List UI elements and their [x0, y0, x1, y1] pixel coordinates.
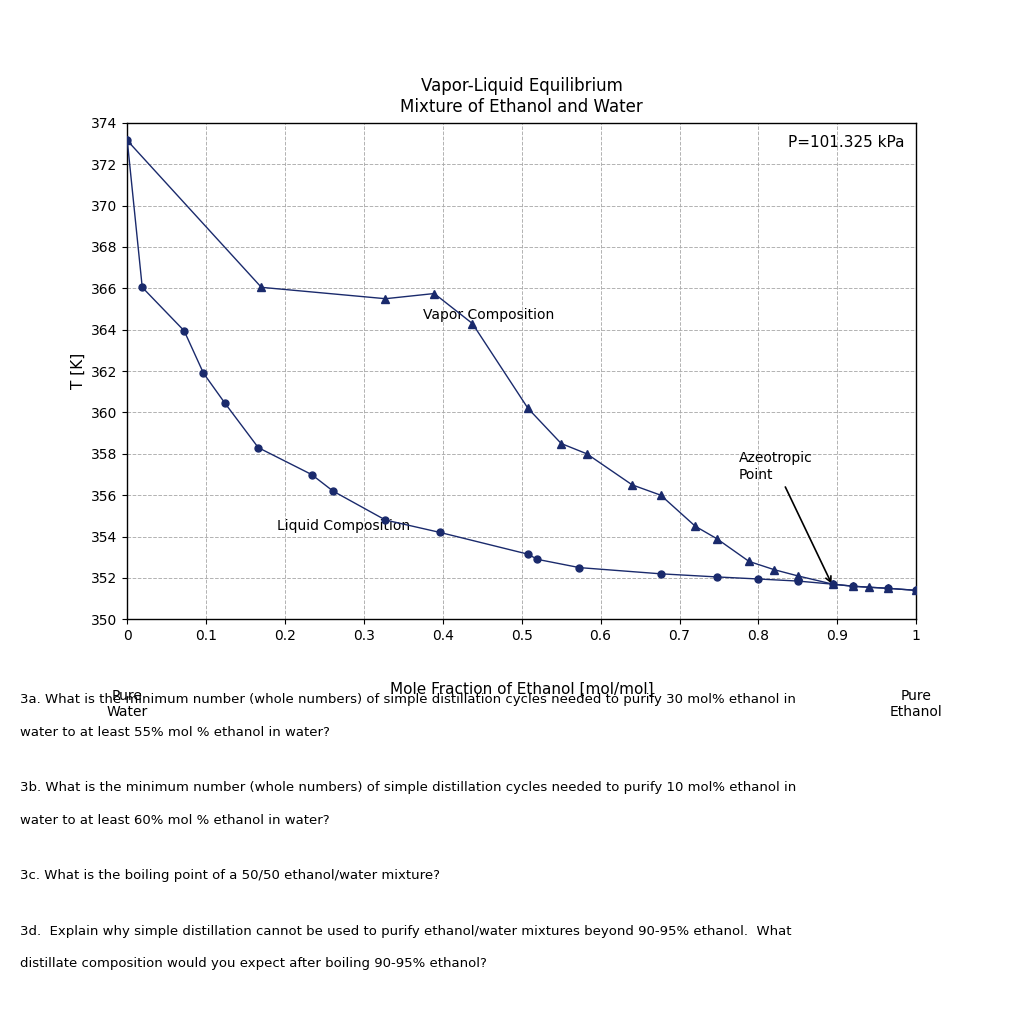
- Text: water to at least 60% mol % ethanol in water?: water to at least 60% mol % ethanol in w…: [20, 814, 330, 827]
- Text: water to at least 55% mol % ethanol in water?: water to at least 55% mol % ethanol in w…: [20, 726, 330, 739]
- Text: 3b. What is the minimum number (whole numbers) of simple distillation cycles nee: 3b. What is the minimum number (whole nu…: [20, 781, 797, 795]
- Text: Vapor Composition: Vapor Composition: [423, 308, 555, 323]
- Title: Vapor-Liquid Equilibrium
Mixture of Ethanol and Water: Vapor-Liquid Equilibrium Mixture of Etha…: [400, 77, 643, 116]
- Y-axis label: T [K]: T [K]: [70, 353, 86, 389]
- Text: 3c. What is the boiling point of a 50/50 ethanol/water mixture?: 3c. What is the boiling point of a 50/50…: [20, 869, 441, 883]
- Text: 3a. What is the minimum number (whole numbers) of simple distillation cycles nee: 3a. What is the minimum number (whole nu…: [20, 693, 796, 707]
- Text: P=101.325 kPa: P=101.325 kPa: [788, 135, 904, 151]
- Text: distillate composition would you expect after boiling 90-95% ethanol?: distillate composition would you expect …: [20, 957, 488, 971]
- X-axis label: Mole Fraction of Ethanol [mol/mol]: Mole Fraction of Ethanol [mol/mol]: [390, 682, 654, 697]
- Text: Liquid Composition: Liquid Composition: [277, 519, 410, 534]
- Text: Pure
Ethanol: Pure Ethanol: [890, 689, 943, 719]
- Text: Pure
Water: Pure Water: [107, 689, 148, 719]
- Text: Azeotropic
Point: Azeotropic Point: [739, 452, 831, 582]
- Text: 3d.  Explain why simple distillation cannot be used to purify ethanol/water mixt: 3d. Explain why simple distillation cann…: [20, 925, 792, 938]
